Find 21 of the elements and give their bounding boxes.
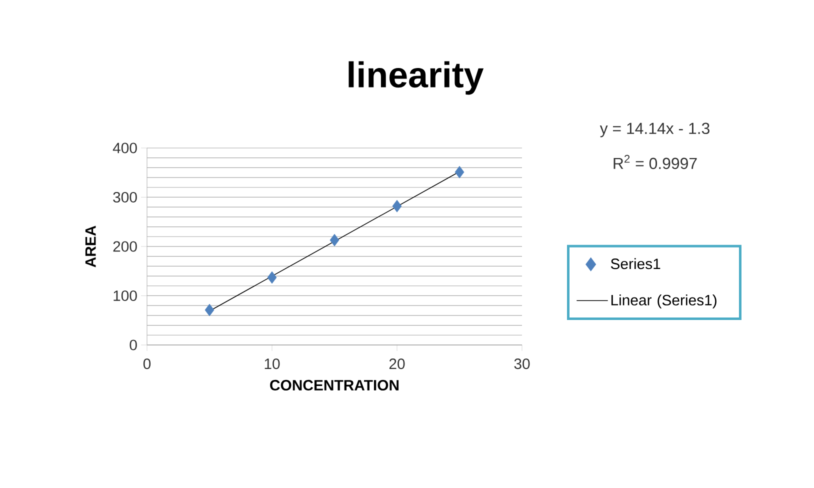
x-tick-label: 20 — [389, 358, 405, 370]
point — [392, 200, 402, 212]
y-tick-label: 400 — [112, 142, 137, 154]
y-tick-label: 100 — [114, 290, 137, 302]
y-axis-title: AREA — [85, 226, 96, 268]
legend-label: Series1 — [610, 258, 660, 270]
legend-label: Linear (Series1) — [611, 294, 716, 308]
text: y = 14.14x - 1.3 — [600, 122, 710, 138]
y-tick-label: 200 — [113, 241, 137, 252]
y-tick-label: 300 — [113, 192, 137, 203]
x-tick-label: 0 — [143, 358, 151, 370]
y-tick-label: 0 — [130, 340, 137, 350]
point — [454, 166, 464, 178]
point — [330, 234, 340, 246]
x-tick-label: 30 — [514, 358, 530, 370]
point — [267, 271, 277, 284]
x-tick-label: 10 — [264, 358, 280, 370]
point — [204, 304, 214, 316]
chart-title: linearity — [348, 61, 484, 95]
x-axis-title: CONCENTRATION — [270, 380, 399, 390]
text: R$^{2}$ = 0.9997 — [614, 154, 697, 170]
